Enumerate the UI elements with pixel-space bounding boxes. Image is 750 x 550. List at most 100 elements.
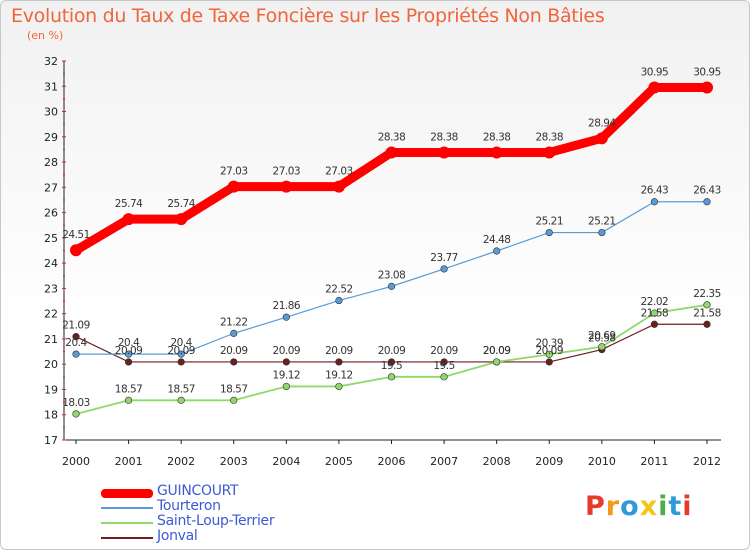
data-label: 24.48: [483, 234, 511, 246]
data-label: 21.22: [220, 316, 248, 328]
legend-swatch: [101, 488, 153, 498]
data-point: [703, 301, 711, 309]
data-point: [70, 244, 82, 257]
legend-label: Saint-Loup-Terrier: [157, 513, 275, 529]
legend-swatch: [101, 507, 153, 509]
data-label: 20.09: [483, 345, 511, 357]
data-point: [177, 358, 185, 366]
data-label: 20.4: [118, 337, 140, 349]
data-label: 27.03: [273, 166, 301, 178]
data-label: 20.09: [115, 345, 143, 357]
data-point: [387, 373, 396, 381]
chart-subtitle: (en %): [27, 29, 64, 42]
data-point: [177, 350, 185, 358]
x-tick-label: 2012: [693, 455, 721, 468]
y-tick-label: 17: [44, 434, 58, 447]
logo-letter: i: [682, 491, 693, 522]
data-label: 26.43: [641, 185, 669, 197]
data-label: 20.09: [325, 345, 353, 357]
data-point: [595, 132, 608, 145]
data-point: [648, 81, 661, 94]
data-label: 25.74: [167, 198, 195, 210]
data-label: 25.74: [115, 198, 143, 210]
data-label: 18.03: [62, 397, 90, 409]
data-label: 20.09: [483, 345, 511, 357]
data-label: 21.09: [62, 320, 90, 332]
y-tick-label: 23: [44, 282, 58, 295]
data-label: 22.02: [641, 296, 669, 308]
data-label: 28.38: [430, 131, 458, 143]
data-label: 20.09: [167, 345, 195, 357]
data-point: [701, 81, 713, 94]
logo-letter: i: [658, 491, 669, 522]
data-point: [72, 410, 80, 418]
y-tick-label: 22: [44, 308, 58, 321]
data-label: 20.09: [535, 345, 563, 357]
x-tick-label: 2006: [378, 455, 406, 468]
x-tick-label: 2011: [640, 455, 668, 468]
data-point: [438, 146, 451, 159]
logo-letter: x: [639, 491, 659, 522]
data-label: 19.5: [433, 360, 454, 372]
data-point: [230, 396, 238, 404]
y-tick-label: 19: [44, 383, 58, 396]
data-point: [650, 198, 659, 206]
data-point: [335, 382, 343, 391]
data-label: 22.52: [325, 284, 353, 296]
x-tick-label: 2005: [325, 455, 353, 468]
legend-swatch: [101, 537, 153, 539]
data-label: 18.57: [115, 383, 143, 395]
data-point: [230, 329, 238, 337]
data-label: 28.38: [483, 131, 511, 143]
data-point: [280, 180, 293, 193]
data-point: [72, 350, 80, 358]
data-label: 23.77: [430, 252, 458, 264]
data-point: [282, 382, 290, 391]
data-point: [387, 282, 396, 290]
data-point: [650, 320, 659, 328]
data-label: 20.09: [220, 345, 248, 357]
data-label: 20.4: [170, 337, 192, 349]
data-point: [282, 313, 290, 321]
legend-label: Jonval: [157, 528, 198, 544]
data-label: 27.03: [325, 166, 353, 178]
data-point: [177, 396, 185, 404]
y-tick-label: 30: [44, 106, 58, 119]
data-label: 23.08: [378, 269, 406, 281]
x-tick-label: 2010: [588, 455, 616, 468]
data-point: [490, 146, 503, 159]
data-point: [124, 396, 133, 404]
data-label: 20.09: [378, 345, 406, 357]
data-point: [440, 373, 448, 381]
y-tick-label: 25: [44, 232, 58, 245]
y-tick-label: 20: [44, 358, 58, 371]
x-tick-label: 2004: [272, 455, 300, 468]
data-label: 21.58: [693, 307, 721, 319]
data-point: [122, 213, 135, 226]
data-point: [72, 333, 80, 341]
x-tick-label: 2002: [167, 455, 195, 468]
data-label: 22.35: [693, 288, 721, 300]
data-point: [543, 146, 556, 159]
y-tick-label: 32: [44, 55, 58, 68]
x-tick-label: 2009: [535, 455, 563, 468]
data-label: 21.86: [273, 300, 301, 312]
data-point: [282, 358, 290, 366]
data-point: [332, 180, 345, 193]
y-tick-label: 31: [44, 80, 58, 93]
y-tick-label: 24: [44, 257, 58, 270]
legend-label: Tourteron: [157, 498, 221, 514]
data-label: 20.69: [588, 330, 616, 342]
data-point: [545, 228, 553, 237]
y-tick-label: 27: [44, 181, 58, 194]
data-label: 20.58: [588, 333, 616, 345]
data-point: [385, 146, 398, 159]
data-point: [545, 358, 553, 366]
data-label: 28.38: [378, 131, 406, 143]
chart-title: Evolution du Taux de Taxe Foncière sur l…: [11, 5, 605, 27]
data-label: 19.5: [381, 360, 402, 372]
legend-swatch: [101, 522, 153, 524]
data-point: [493, 358, 501, 366]
data-point: [175, 213, 188, 226]
